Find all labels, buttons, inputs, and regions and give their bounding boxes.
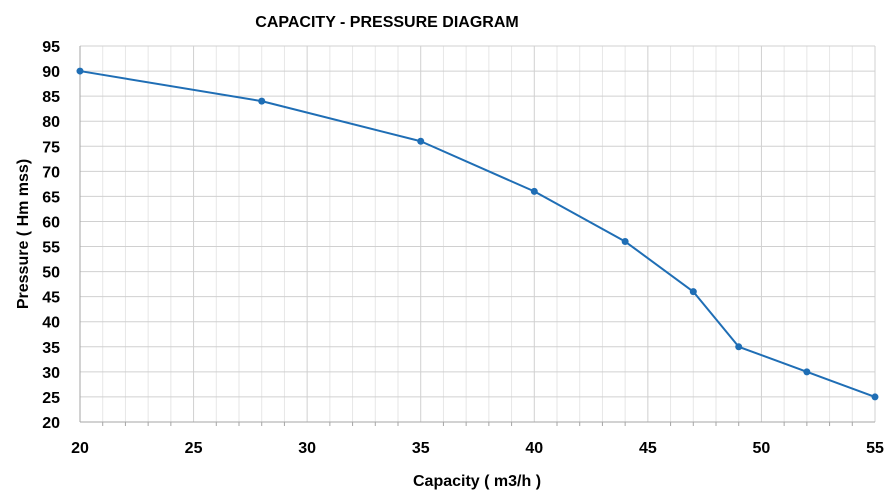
grid [79, 45, 876, 423]
y-tick-label: 25 [42, 390, 60, 407]
x-axis-title: Capacity ( m3/h ) [413, 473, 541, 490]
x-axis-ticks: 20 25 30 35 40 45 50 55 [71, 440, 884, 457]
y-tick-label: 55 [42, 240, 60, 257]
chart-title: CAPACITY - PRESSURE DIAGRAM [255, 14, 518, 31]
axes [79, 46, 875, 426]
x-tick-label: 45 [639, 440, 657, 457]
x-tick-label: 30 [298, 440, 316, 457]
y-tick-label: 40 [42, 315, 60, 332]
data-point [76, 67, 84, 75]
x-tick-label: 25 [185, 440, 203, 457]
y-axis-ticks: 20 25 30 35 40 45 50 55 60 65 70 75 80 85 90 95 [42, 39, 60, 432]
x-tick-label: 20 [71, 440, 89, 457]
data-point [871, 393, 879, 401]
data-point [689, 288, 697, 296]
y-tick-label: 85 [42, 89, 60, 106]
data-point [258, 97, 266, 105]
x-tick-label: 35 [412, 440, 430, 457]
data-point [530, 187, 538, 195]
y-tick-label: 60 [42, 214, 60, 231]
data-point [803, 368, 811, 376]
y-tick-label: 50 [42, 265, 60, 282]
data-point [417, 137, 425, 145]
y-tick-label: 30 [42, 365, 60, 382]
y-axis-title: Pressure ( Hm mss) [15, 159, 32, 309]
x-tick-label: 50 [753, 440, 771, 457]
y-tick-label: 80 [42, 114, 60, 131]
series-line [79, 70, 876, 398]
series-layer [76, 67, 879, 401]
data-point [735, 343, 743, 351]
y-tick-label: 45 [42, 290, 60, 307]
y-tick-label: 20 [42, 415, 60, 432]
y-tick-label: 70 [42, 164, 60, 181]
y-tick-label: 35 [42, 340, 60, 357]
y-tick-label: 75 [42, 139, 60, 156]
y-tick-label: 65 [42, 189, 60, 206]
y-tick-label: 90 [42, 64, 60, 81]
y-tick-label: 95 [42, 39, 60, 56]
x-tick-label: 40 [525, 440, 543, 457]
x-tick-label: 55 [866, 440, 884, 457]
data-point [621, 238, 629, 246]
